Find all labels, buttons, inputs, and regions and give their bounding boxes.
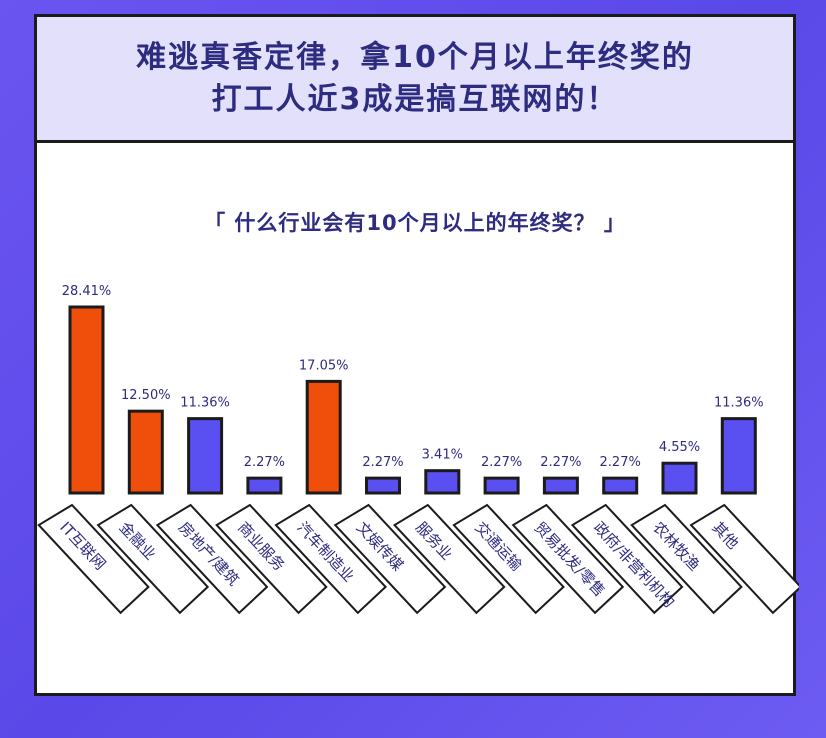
bar-6	[365, 476, 401, 495]
bar-1	[68, 305, 105, 495]
category-box-9	[511, 503, 625, 615]
category-box-2	[96, 503, 210, 615]
bar-11	[661, 461, 698, 495]
category-tab-11: 农林牧渔	[630, 503, 743, 615]
value-label-12: 11.36%	[714, 396, 764, 411]
category-box-5	[274, 503, 387, 615]
category-box-7	[392, 503, 506, 615]
bar-3	[187, 417, 224, 495]
value-label-2: 12.50%	[121, 388, 171, 403]
category-box-11	[630, 503, 743, 615]
category-box-12	[689, 503, 799, 615]
bar-9	[542, 476, 579, 495]
value-label-1: 28.41%	[62, 284, 112, 299]
bar-chart: 28.41%IT互联网12.50%金融业11.36%房地产/建筑2.27%商业服…	[37, 284, 799, 615]
bar-5	[305, 379, 342, 495]
headline-line-2: 打工人近3成是搞互联网的！	[211, 81, 619, 117]
value-label-4: 2.27%	[244, 455, 285, 470]
value-label-7: 3.41%	[422, 448, 463, 463]
category-box-10	[570, 503, 684, 615]
category-tab-12: 其他	[689, 503, 799, 615]
value-label-8: 2.27%	[481, 455, 522, 470]
bar-2	[127, 409, 164, 495]
value-label-10: 2.27%	[600, 455, 641, 470]
category-box-6	[333, 503, 447, 615]
category-box-1	[37, 503, 150, 615]
value-label-5: 17.05%	[299, 358, 349, 373]
bar-8	[483, 476, 520, 495]
value-label-6: 2.27%	[362, 455, 403, 470]
header-banner: 难逃真香定律，拿10个月以上年终奖的 打工人近3成是搞互联网的！	[37, 17, 793, 143]
chart-title: 「 什么行业会有10个月以上的年终奖？ 」	[204, 211, 626, 235]
category-box-4	[215, 503, 328, 615]
category-box-3	[155, 503, 269, 615]
bar-4	[246, 476, 283, 495]
value-label-11: 4.55%	[659, 440, 700, 455]
infographic-card: 难逃真香定律，拿10个月以上年终奖的 打工人近3成是搞互联网的！ 「 什么行业会…	[34, 14, 799, 696]
bar-7	[424, 469, 461, 495]
headline-line-1: 难逃真香定律，拿10个月以上年终奖的	[136, 39, 694, 75]
bar-12	[720, 417, 757, 495]
value-label-3: 11.36%	[180, 396, 230, 411]
category-box-8	[452, 503, 565, 615]
value-label-9: 2.27%	[540, 455, 581, 470]
bar-10	[602, 476, 639, 495]
